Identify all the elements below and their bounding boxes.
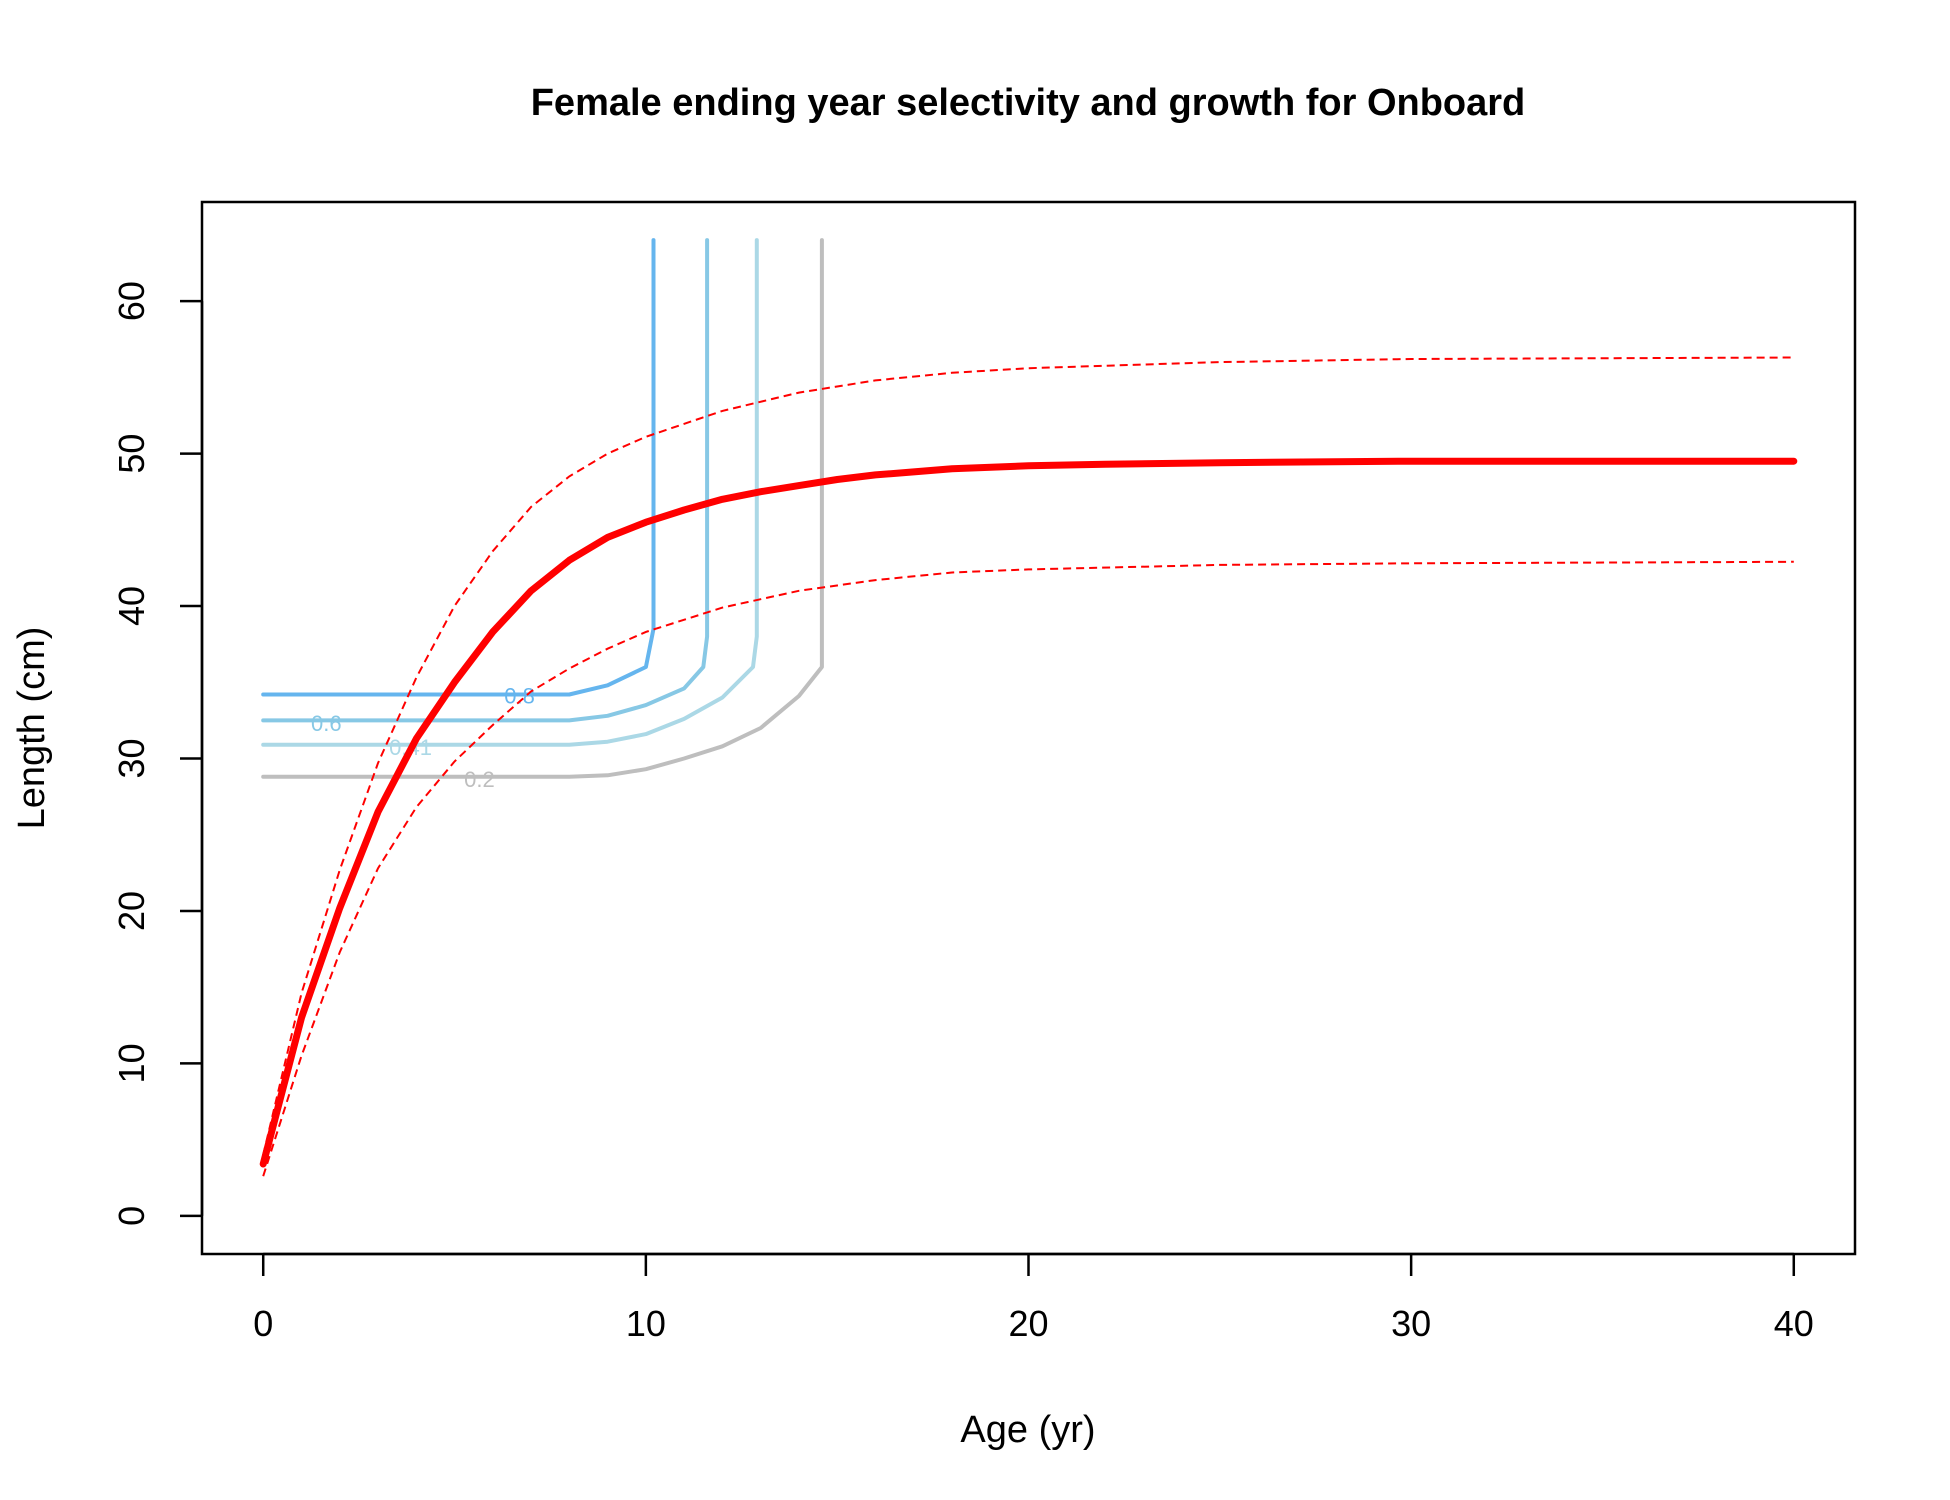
plot-frame [200,200,1857,1256]
x-tick-label: 0 [253,1303,273,1344]
y-tick-label: 30 [111,738,152,778]
x-axis: 0 10 20 30 40 [253,1252,1814,1344]
contour-line-0.6 [261,238,710,723]
chart-title: Female ending year selectivity and growt… [531,82,1526,124]
contour-label: 0.8 [504,683,535,708]
x-tick-label: 30 [1391,1303,1431,1344]
y-tick-label: 40 [111,586,152,626]
x-axis-label: Age (yr) [960,1409,1095,1451]
x-tick-label: 10 [626,1303,666,1344]
y-tick-label: 50 [111,434,152,474]
x-tick-label: 20 [1008,1303,1048,1344]
contour-line-0.41 [261,238,759,747]
x-tick-label: 40 [1774,1303,1814,1344]
contour-label: 0.6 [311,711,342,736]
growth-upper-interval [262,356,1794,1156]
y-axis: 0 10 20 30 40 50 60 [111,281,204,1226]
contour-label: 0.2 [464,767,495,792]
contour-line-0.2 [261,238,824,779]
y-tick-label: 0 [111,1206,152,1226]
growth-mean-line [259,457,1798,1168]
y-tick-label: 20 [111,891,152,931]
growth-lower-interval [262,560,1794,1177]
growth-curves [259,356,1798,1177]
y-axis-label: Length (cm) [11,627,53,830]
y-tick-label: 60 [111,281,152,321]
y-tick-label: 10 [111,1043,152,1083]
selectivity-contours [261,238,824,779]
contour-line-0.8 [261,238,656,697]
